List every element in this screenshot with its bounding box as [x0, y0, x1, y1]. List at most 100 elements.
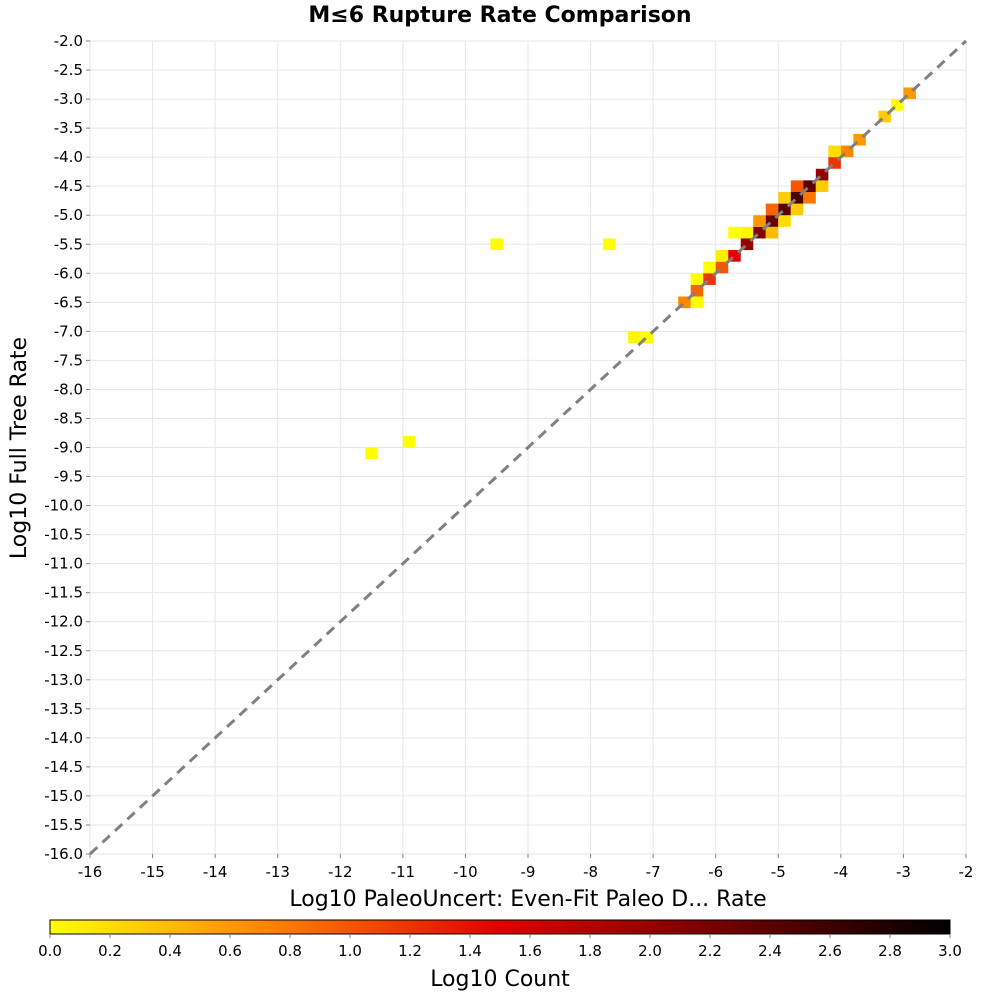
x-tick-label: -10: [453, 863, 478, 881]
heatmap-cell: [840, 145, 854, 158]
x-tick-label: -9: [521, 863, 536, 881]
y-tick-label: -8.5: [54, 409, 83, 427]
x-tick-label: -2: [959, 863, 974, 881]
heatmap-cell: [640, 331, 654, 343]
diagonal-reference-line: [88, 39, 968, 856]
y-tick-label: -2.0: [54, 32, 83, 50]
heatmap-cell: [890, 99, 904, 111]
x-axis-label: Log10 PaleoUncert: Even-Fit Paleo D... R…: [289, 887, 766, 912]
colorbar-tick-label: 0.6: [218, 942, 242, 960]
heatmap-cell: [878, 110, 891, 123]
heatmap-cell: [753, 226, 766, 239]
heatmap-cell: [815, 180, 829, 192]
heatmap-cell: [903, 87, 916, 100]
colorbar-tick-label: 0.0: [38, 942, 62, 960]
heatmap-cell: [690, 273, 704, 285]
heatmap-cell: [790, 180, 804, 192]
y-tick-label: -9.0: [54, 439, 83, 457]
heatmap-cell: [678, 296, 691, 309]
y-tick-label: -6.0: [54, 264, 83, 282]
heatmap-cell: [765, 203, 779, 216]
y-tick-label: -16.0: [44, 845, 83, 863]
heatmap-cell: [628, 331, 641, 343]
heatmap-cell: [778, 191, 791, 204]
heatmap-cell: [778, 203, 791, 216]
x-tick-label: -11: [391, 863, 416, 881]
x-tick-label: -4: [833, 863, 848, 881]
x-tick-label: -6: [708, 863, 723, 881]
heatmap-cell: [703, 273, 716, 285]
y-tick-label: -8.0: [54, 380, 83, 398]
y-tick-label: -5.5: [54, 235, 83, 253]
x-tick-label: -14: [203, 863, 228, 881]
y-tick-label: -15.5: [44, 816, 83, 834]
heatmap-cell: [728, 250, 741, 262]
y-tick-label: -2.5: [54, 61, 83, 79]
heatmap-cell: [703, 261, 716, 274]
y-tick-label: -15.0: [44, 787, 83, 805]
y-tick-label: -3.5: [54, 119, 83, 137]
heatmap-cell: [765, 226, 779, 239]
chart-title: M≤6 Rupture Rate Comparison: [308, 3, 691, 28]
heatmap-cell: [690, 284, 704, 297]
heatmap-cell: [765, 215, 779, 227]
colorbar-tick-label: 2.2: [698, 942, 722, 960]
colorbar-ticks: 0.0 0.2 0.4 0.6 0.8 1.0 1.2 1.4 1.6 1.8 2.0 2.2 2.4 2…: [38, 934, 962, 960]
x-tick-label: -8: [583, 863, 598, 881]
x-axis-ticks: -16 -15 -14 -13 -12 -11 -10 -9 -8 -7 -6 -5 -4 -3 -2: [78, 854, 974, 881]
colorbar-tick-label: 2.6: [818, 942, 842, 960]
colorbar-tick-label: 1.0: [338, 942, 362, 960]
y-tick-label: -11.5: [44, 584, 83, 602]
y-tick-label: -11.0: [44, 555, 83, 573]
heatmap-cell: [753, 215, 766, 227]
x-tick-label: -13: [265, 863, 290, 881]
heatmap-cell: [853, 133, 866, 146]
colorbar-tick-label: 0.2: [98, 942, 122, 960]
y-tick-label: -14.5: [44, 758, 83, 776]
colorbar-tick-label: 1.6: [518, 942, 542, 960]
heatmap-cell: [740, 226, 754, 239]
heatmap-cell: [803, 180, 816, 192]
heatmap-cell: [790, 191, 804, 204]
x-tick-label: -7: [646, 863, 661, 881]
y-tick-label: -12.5: [44, 642, 83, 660]
x-tick-label: -12: [328, 863, 353, 881]
y-tick-label: -5.0: [54, 206, 83, 224]
heatmap-cell: [490, 238, 503, 251]
colorbar-tick-label: 2.0: [638, 942, 662, 960]
heatmap-cell: [603, 238, 616, 251]
heatmap-cell: [365, 447, 378, 460]
x-tick-label: -5: [771, 863, 786, 881]
y-tick-label: -4.0: [54, 148, 83, 166]
colorbar-tick-label: 1.4: [458, 942, 482, 960]
y-tick-label: -7.5: [54, 351, 83, 369]
colorbar-tick-label: 3.0: [938, 942, 962, 960]
heatmap-cell: [828, 145, 841, 158]
grid-lines: [89, 40, 967, 855]
y-axis-label: Log10 Full Tree Rate: [7, 337, 32, 559]
heatmap-cell: [740, 238, 754, 251]
colorbar-tick-label: 2.8: [878, 942, 902, 960]
colorbar-tick-label: 0.8: [278, 942, 302, 960]
y-tick-label: -7.0: [54, 322, 83, 340]
y-tick-label: -10.5: [44, 526, 83, 544]
heatmap-cell: [690, 296, 704, 309]
x-tick-label: -3: [896, 863, 911, 881]
y-tick-label: -3.0: [54, 90, 83, 108]
y-tick-label: -4.5: [54, 177, 83, 195]
x-tick-label: -16: [78, 863, 103, 881]
colorbar-tick-label: 1.8: [578, 942, 602, 960]
y-tick-label: -14.0: [44, 729, 83, 747]
x-tick-label: -15: [140, 863, 165, 881]
colorbar: [49, 919, 951, 935]
colorbar-label: Log10 Count: [430, 967, 570, 992]
heatmap-cell: [778, 215, 791, 227]
y-tick-label: -13.5: [44, 700, 83, 718]
heatmap-cell: [715, 261, 729, 274]
heatmap-cell: [715, 250, 729, 262]
y-tick-label: -13.0: [44, 671, 83, 689]
heatmap-cell: [402, 435, 416, 448]
colorbar-tick-label: 2.4: [758, 942, 782, 960]
heatmap-cell: [828, 157, 841, 169]
